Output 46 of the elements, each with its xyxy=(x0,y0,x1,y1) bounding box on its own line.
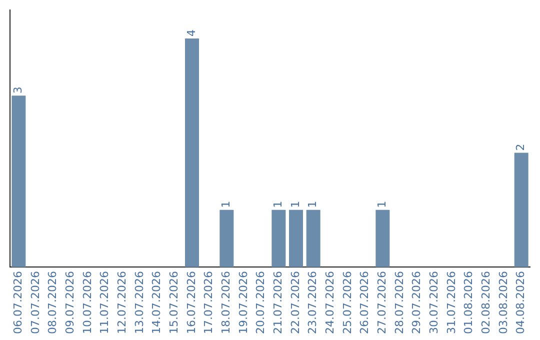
x-tick-label: 15.07.2026 xyxy=(168,271,181,334)
x-tick-label: 27.07.2026 xyxy=(376,271,389,334)
x-tick-label: 04.08.2026 xyxy=(514,271,528,334)
x-tick-label: 16.07.2026 xyxy=(184,271,198,334)
x-tick-label: 17.07.2026 xyxy=(202,271,216,334)
x-tick-label: 08.07.2026 xyxy=(46,271,60,334)
x-tick-label: 11.07.2026 xyxy=(98,271,112,334)
data-label: 1 xyxy=(272,200,285,208)
bar xyxy=(220,210,234,268)
x-tick-label: 31.07.2026 xyxy=(444,271,458,334)
bar xyxy=(12,96,26,268)
bar xyxy=(514,152,528,268)
x-tick-label: 24.07.2026 xyxy=(324,271,337,334)
bar xyxy=(306,210,320,268)
x-tick-label: 02.08.2026 xyxy=(480,271,493,334)
x-tick-label: 01.08.2026 xyxy=(462,271,476,334)
x-tick-label: 12.07.2026 xyxy=(116,271,129,334)
x-tick-label: 13.07.2026 xyxy=(132,271,146,334)
data-label: 1 xyxy=(288,200,302,208)
x-tick-label: 29.07.2026 xyxy=(410,271,424,334)
x-tick-label: 28.07.2026 xyxy=(392,271,406,334)
x-tick-label: 18.07.2026 xyxy=(220,271,233,334)
data-label: 1 xyxy=(306,200,320,208)
x-tick-label: 23.07.2026 xyxy=(306,271,320,334)
x-tick-label: 25.07.2026 xyxy=(340,271,354,334)
x-tick-label: 03.08.2026 xyxy=(496,271,510,334)
x-tick-label: 14.07.2026 xyxy=(150,271,164,334)
x-tick-label: 09.07.2026 xyxy=(64,271,77,334)
x-tick-label: 20.07.2026 xyxy=(254,271,268,334)
data-label: 4 xyxy=(184,30,198,37)
x-tick-label: 22.07.2026 xyxy=(288,271,302,334)
bar xyxy=(272,210,286,268)
x-tick-label: 10.07.2026 xyxy=(80,271,94,334)
bar xyxy=(185,38,199,268)
x-tick-label: 26.07.2026 xyxy=(358,271,372,334)
bar xyxy=(376,210,390,268)
data-label: 1 xyxy=(376,200,389,208)
data-label: 3 xyxy=(12,86,25,94)
x-tick-label: 07.07.2026 xyxy=(28,271,42,334)
bar xyxy=(289,210,303,268)
data-label: 2 xyxy=(514,144,528,151)
x-tick-label: 30.07.2026 xyxy=(428,271,441,334)
data-label: 1 xyxy=(220,200,233,208)
x-tick-label: 21.07.2026 xyxy=(272,271,285,334)
x-tick-label: 19.07.2026 xyxy=(236,271,250,334)
x-tick-label: 06.07.2026 xyxy=(12,271,25,334)
